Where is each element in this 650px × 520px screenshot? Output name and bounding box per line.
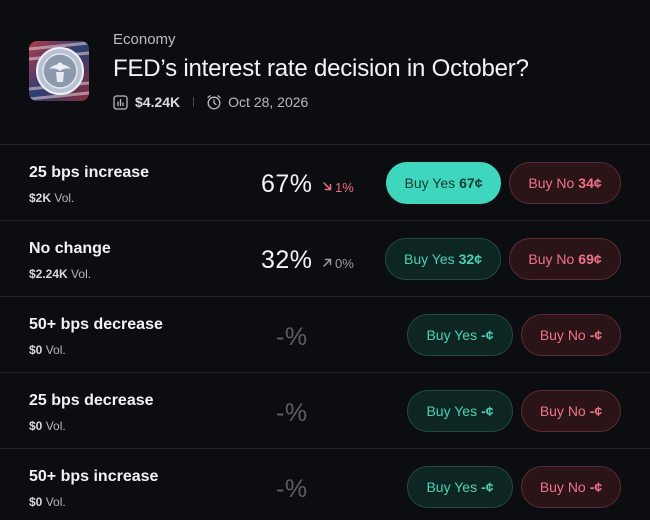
outcome-volume: $2K Vol. xyxy=(29,191,75,205)
outcome-row: 50+ bps decrease $0 Vol. -% Buy Yes -¢ B… xyxy=(0,296,650,372)
arrow-down-right-icon xyxy=(322,180,333,195)
outcome-row: No change $2.24K Vol. 32% 0% Buy Yes 32¢… xyxy=(0,220,650,296)
outcome-probability: 67% xyxy=(261,170,313,198)
outcome-name: 50+ bps increase xyxy=(29,468,159,485)
buy-no-button[interactable]: Buy No 69¢ xyxy=(509,238,621,280)
outcome-name: 50+ bps decrease xyxy=(29,316,163,333)
outcome-volume: $0 Vol. xyxy=(29,343,66,357)
buy-yes-button[interactable]: Buy Yes 32¢ xyxy=(385,238,501,280)
outcome-volume: $2.24K Vol. xyxy=(29,267,92,281)
buy-yes-button[interactable]: Buy Yes 67¢ xyxy=(386,162,501,204)
market-title: FED’s interest rate decision in October? xyxy=(113,55,529,82)
buy-no-button[interactable]: Buy No -¢ xyxy=(521,466,621,508)
arrow-up-right-icon xyxy=(322,256,333,271)
market-volume: $4.24K xyxy=(135,94,181,110)
outcome-volume: $0 Vol. xyxy=(29,495,66,509)
market-date: Oct 28, 2026 xyxy=(228,94,309,110)
buy-no-button[interactable]: Buy No -¢ xyxy=(521,314,621,356)
outcome-probability: -% xyxy=(276,399,308,427)
outcome-name: No change xyxy=(29,240,111,257)
alarm-clock-icon xyxy=(206,94,222,110)
buy-yes-button[interactable]: Buy Yes -¢ xyxy=(407,466,513,508)
outcome-probability: -% xyxy=(276,323,308,351)
outcome-name: 25 bps decrease xyxy=(29,392,154,409)
buy-yes-button[interactable]: Buy Yes -¢ xyxy=(407,390,513,432)
outcome-row: 25 bps increase $2K Vol. 67% 1% Buy Yes … xyxy=(0,144,650,220)
federal-reserve-seal-icon xyxy=(29,41,89,101)
outcome-probability: 32% xyxy=(261,246,313,274)
market-thumbnail[interactable] xyxy=(29,41,89,101)
chart-bar-icon xyxy=(113,94,128,110)
market-meta: $4.24K Oct 28, 2026 xyxy=(113,93,308,111)
buy-no-button[interactable]: Buy No 34¢ xyxy=(509,162,621,204)
outcome-probability: -% xyxy=(276,475,308,503)
outcome-name: 25 bps increase xyxy=(29,164,150,181)
outcome-volume: $0 Vol. xyxy=(29,419,66,433)
buy-no-button[interactable]: Buy No -¢ xyxy=(521,390,621,432)
outcome-row: 25 bps decrease $0 Vol. -% Buy Yes -¢ Bu… xyxy=(0,372,650,448)
market-category: Economy xyxy=(113,31,176,48)
meta-divider xyxy=(193,97,195,107)
buy-yes-button[interactable]: Buy Yes -¢ xyxy=(407,314,513,356)
market-header: Economy FED’s interest rate decision in … xyxy=(0,0,650,144)
outcome-row: 50+ bps increase $0 Vol. -% Buy Yes -¢ B… xyxy=(0,448,650,520)
probability-change: 0% xyxy=(322,256,354,271)
probability-change: 1% xyxy=(322,180,354,195)
